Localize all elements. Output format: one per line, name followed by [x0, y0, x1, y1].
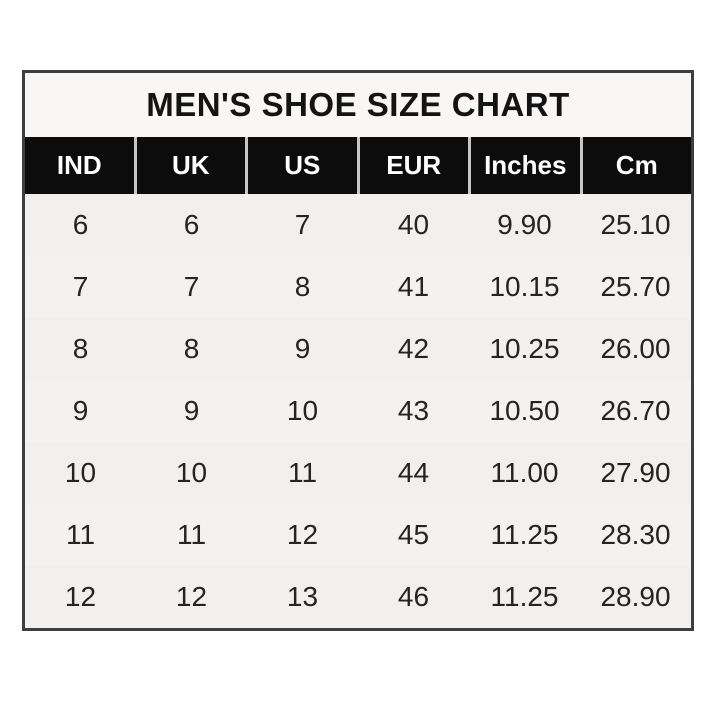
table-cell: 25.70	[600, 271, 671, 302]
header-cell-us: US	[248, 137, 357, 194]
table-cell: 7	[183, 271, 200, 302]
table-row: 11 11 12 45 11.25 28.30	[25, 504, 691, 566]
table-cell: 10	[175, 457, 208, 488]
table-cell: 11.25	[490, 519, 559, 550]
table-cell: 8	[183, 333, 200, 364]
table-cell: 7	[72, 271, 89, 302]
table-cell: 26.70	[600, 395, 671, 426]
table-cell: 28.90	[600, 581, 671, 612]
header-cell-eur: EUR	[359, 137, 468, 194]
table-cell: 43	[397, 395, 430, 426]
table-cell: 11.00	[490, 457, 559, 488]
table-cell: 9.90	[497, 209, 552, 240]
table-cell: 6	[183, 209, 200, 240]
table-cell: 11	[65, 519, 96, 550]
table-cell: 11	[176, 519, 207, 550]
table-row: 10 10 11 44 11.00 27.90	[25, 442, 691, 504]
table-cell: 28.30	[600, 519, 671, 550]
table-cell: 12	[64, 581, 97, 612]
table-row: 12 12 13 46 11.25 28.90	[25, 566, 691, 628]
table-cell: 12	[175, 581, 208, 612]
table-cell: 40	[397, 209, 430, 240]
table-cell: 9	[294, 333, 311, 364]
table-cell: 7	[294, 209, 311, 240]
table-cell: 25.10	[600, 209, 671, 240]
table-cell: 42	[397, 333, 430, 364]
table-row: 8 8 9 42 10.25 26.00	[25, 318, 691, 380]
chart-title: MEN'S SHOE SIZE CHART	[25, 73, 691, 137]
shoe-size-chart: MEN'S SHOE SIZE CHART IND UK US EUR Inches Cm…	[22, 70, 694, 631]
table-cell: 10.15	[489, 271, 560, 302]
table-cell: 12	[286, 519, 319, 550]
header-cell-inches: Inches	[471, 137, 580, 194]
table-body: 6 6 7 40 9.90 25.10 7 7 8 41 10.15 25.70 8 8 9 42 10.25 2…	[25, 194, 691, 628]
table-row: 9 9 10 43 10.50 26.70	[25, 380, 691, 442]
table-cell: 6	[72, 209, 89, 240]
table-cell: 9	[72, 395, 89, 426]
table-cell: 26.00	[600, 333, 671, 364]
table-cell: 46	[397, 581, 430, 612]
table-cell: 13	[286, 581, 319, 612]
table-cell: 11	[287, 457, 318, 488]
table-cell: 9	[183, 395, 200, 426]
table-cell: 45	[397, 519, 430, 550]
table-row: 7 7 8 41 10.15 25.70	[25, 256, 691, 318]
table-cell: 8	[72, 333, 89, 364]
table-cell: 27.90	[600, 457, 671, 488]
table-cell: 10	[286, 395, 319, 426]
table-cell: 10.50	[489, 395, 560, 426]
table-row: 6 6 7 40 9.90 25.10	[25, 194, 691, 256]
table-cell: 8	[294, 271, 311, 302]
table-cell: 44	[397, 457, 430, 488]
header-cell-uk: UK	[136, 137, 245, 194]
header-cell-ind: IND	[25, 137, 134, 194]
table-cell: 41	[397, 271, 430, 302]
table-cell: 10	[64, 457, 97, 488]
table-cell: 10.25	[489, 333, 560, 364]
table-cell: 11.25	[490, 581, 559, 612]
header-cell-cm: Cm	[582, 137, 691, 194]
table-header-row: IND UK US EUR Inches Cm	[25, 137, 691, 194]
